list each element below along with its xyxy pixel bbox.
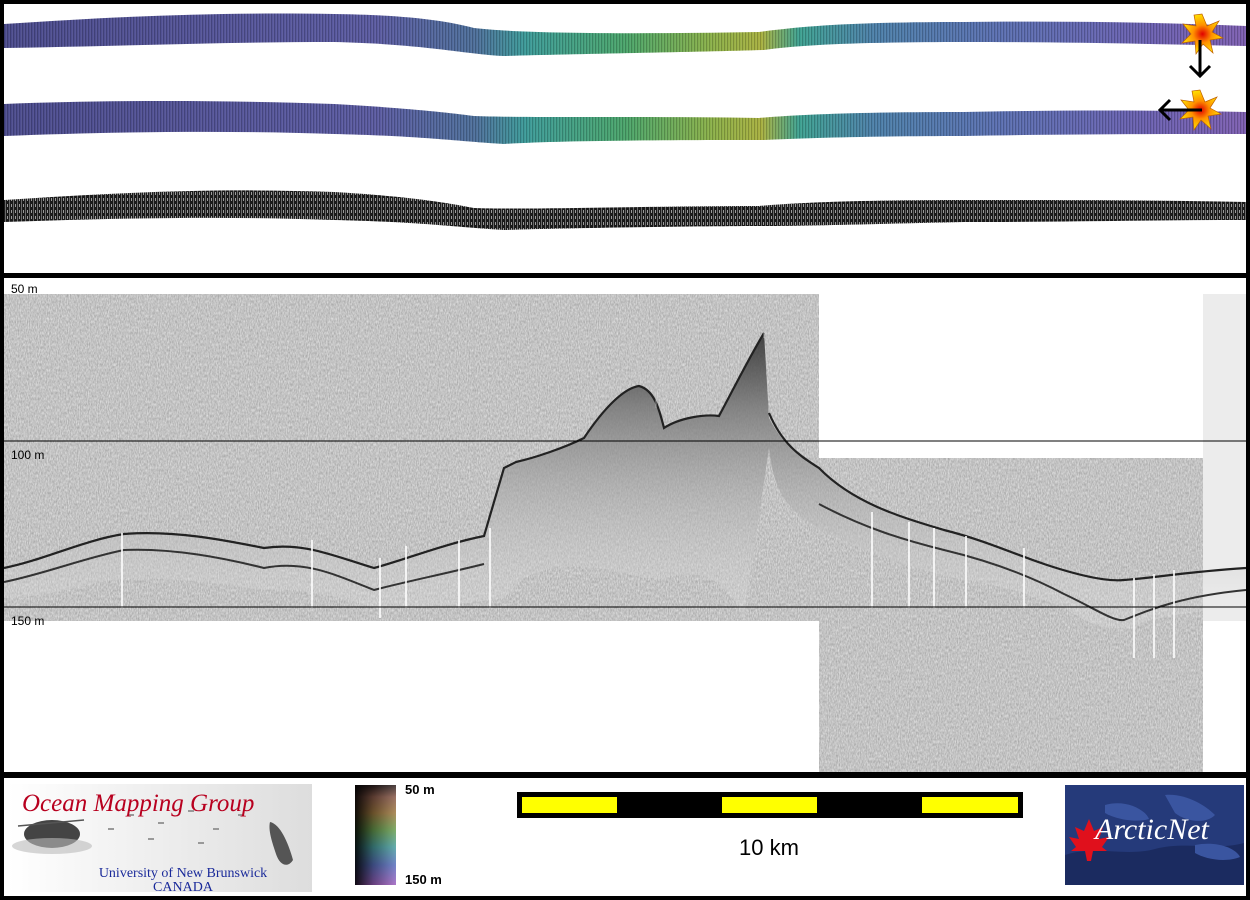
omg-logo: Ocean Mapping Group University of New Br…	[8, 784, 312, 895]
omg-subtitle-line1: University of New Brunswick	[98, 866, 268, 881]
swath-panel	[4, 4, 1246, 273]
swath-svg	[4, 13, 1246, 230]
depth-label-100m: 100 m	[11, 448, 45, 462]
depth-label-50m: 50 m	[11, 282, 38, 296]
scale-bar-label: 10 km	[739, 835, 799, 860]
scale-segment	[722, 797, 817, 813]
scale-segment	[922, 797, 1018, 813]
profile-svg	[4, 294, 1246, 772]
arcticnet-map-art	[1065, 794, 1244, 885]
scale-segment	[522, 797, 617, 813]
subbottom-reflector	[4, 503, 1246, 622]
arrow-down-icon	[1188, 40, 1212, 79]
omg-title: Ocean Mapping Group	[22, 790, 255, 817]
depth-colorbar	[355, 785, 396, 885]
arcticnet-logo: ArcticNet	[1065, 785, 1244, 885]
maple-leaf-icon	[1069, 819, 1109, 861]
noise-spikes	[121, 512, 1175, 658]
backscatter-swath	[4, 190, 1246, 230]
omg-subtitle-line2: CANADA	[153, 880, 213, 895]
subbottom-profile-panel: 50 m 100 m 150 m	[4, 278, 1246, 772]
seabed-line	[4, 332, 1246, 582]
water-column-edge	[1203, 294, 1246, 621]
colorbar-top-label: 50 m	[405, 782, 435, 797]
arrow-left-icon	[1157, 98, 1202, 122]
colorbar-bottom-label: 150 m	[405, 872, 442, 887]
omg-logo-art	[12, 810, 293, 865]
scale-bar	[517, 792, 1023, 818]
seabed-reflector	[4, 333, 1246, 629]
footer-panel: Ocean Mapping Group University of New Br…	[4, 778, 1246, 896]
arcticnet-text: ArcticNet	[1095, 813, 1209, 846]
depth-label-150m: 150 m	[11, 614, 45, 628]
